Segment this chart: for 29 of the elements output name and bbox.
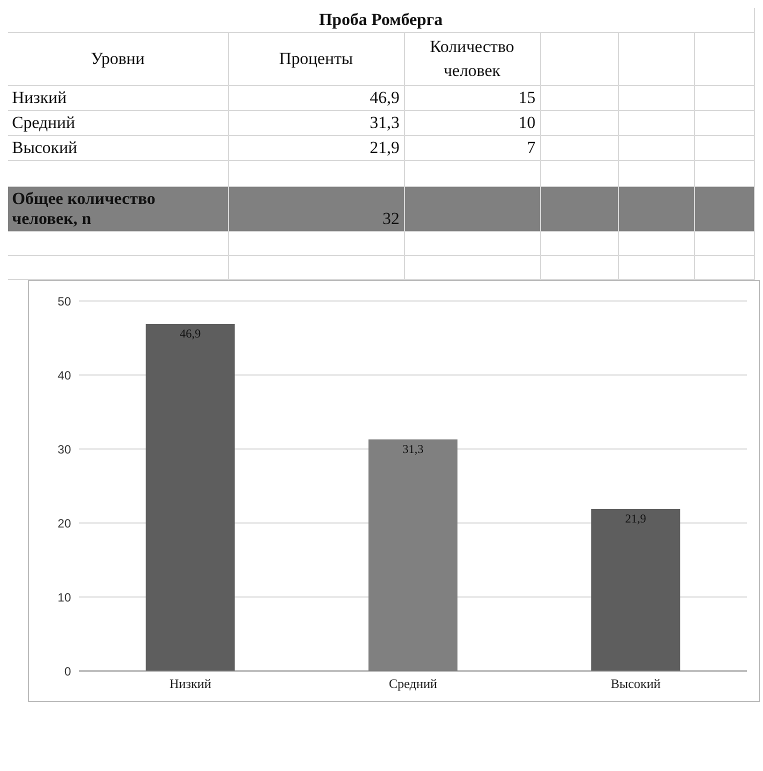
text: Общее количество человек, n	[8, 186, 228, 232]
data-label: 21,9	[625, 511, 646, 526]
text: Проценты	[228, 32, 404, 86]
data-label: 46,9	[180, 326, 201, 340]
text: Уровни	[8, 32, 228, 86]
text: 7	[404, 136, 540, 160]
y-tick-label: 30	[58, 442, 72, 456]
data-label: 31,3	[402, 442, 424, 456]
text: 32	[228, 186, 404, 232]
x-tick-label: Низкий	[169, 676, 212, 692]
text: 21,9	[228, 136, 404, 160]
category-label: Низкий	[8, 86, 228, 110]
y-tick-label: 50	[58, 294, 72, 308]
text: 15	[404, 86, 540, 110]
text: 31,3	[228, 110, 404, 136]
category-label: Высокий	[8, 136, 228, 160]
x-tick-label: Высокий	[610, 676, 661, 692]
y-tick-label: 20	[58, 516, 72, 530]
y-tick-label: 40	[58, 368, 72, 382]
text: Количество человек	[404, 32, 540, 86]
text: 46,9	[228, 86, 404, 110]
bar	[591, 508, 680, 671]
text: 10	[404, 110, 540, 136]
y-tick-label: 10	[58, 590, 72, 604]
category-label: Средний	[8, 110, 228, 136]
x-tick-label: Средний	[388, 676, 438, 692]
y-tick-label: 0	[64, 664, 72, 678]
text: Проба Ромберга	[8, 8, 754, 32]
bar	[146, 324, 235, 671]
